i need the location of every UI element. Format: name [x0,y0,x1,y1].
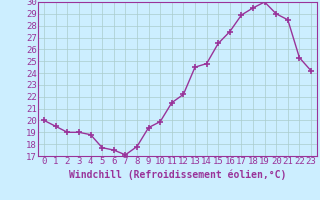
X-axis label: Windchill (Refroidissement éolien,°C): Windchill (Refroidissement éolien,°C) [69,169,286,180]
